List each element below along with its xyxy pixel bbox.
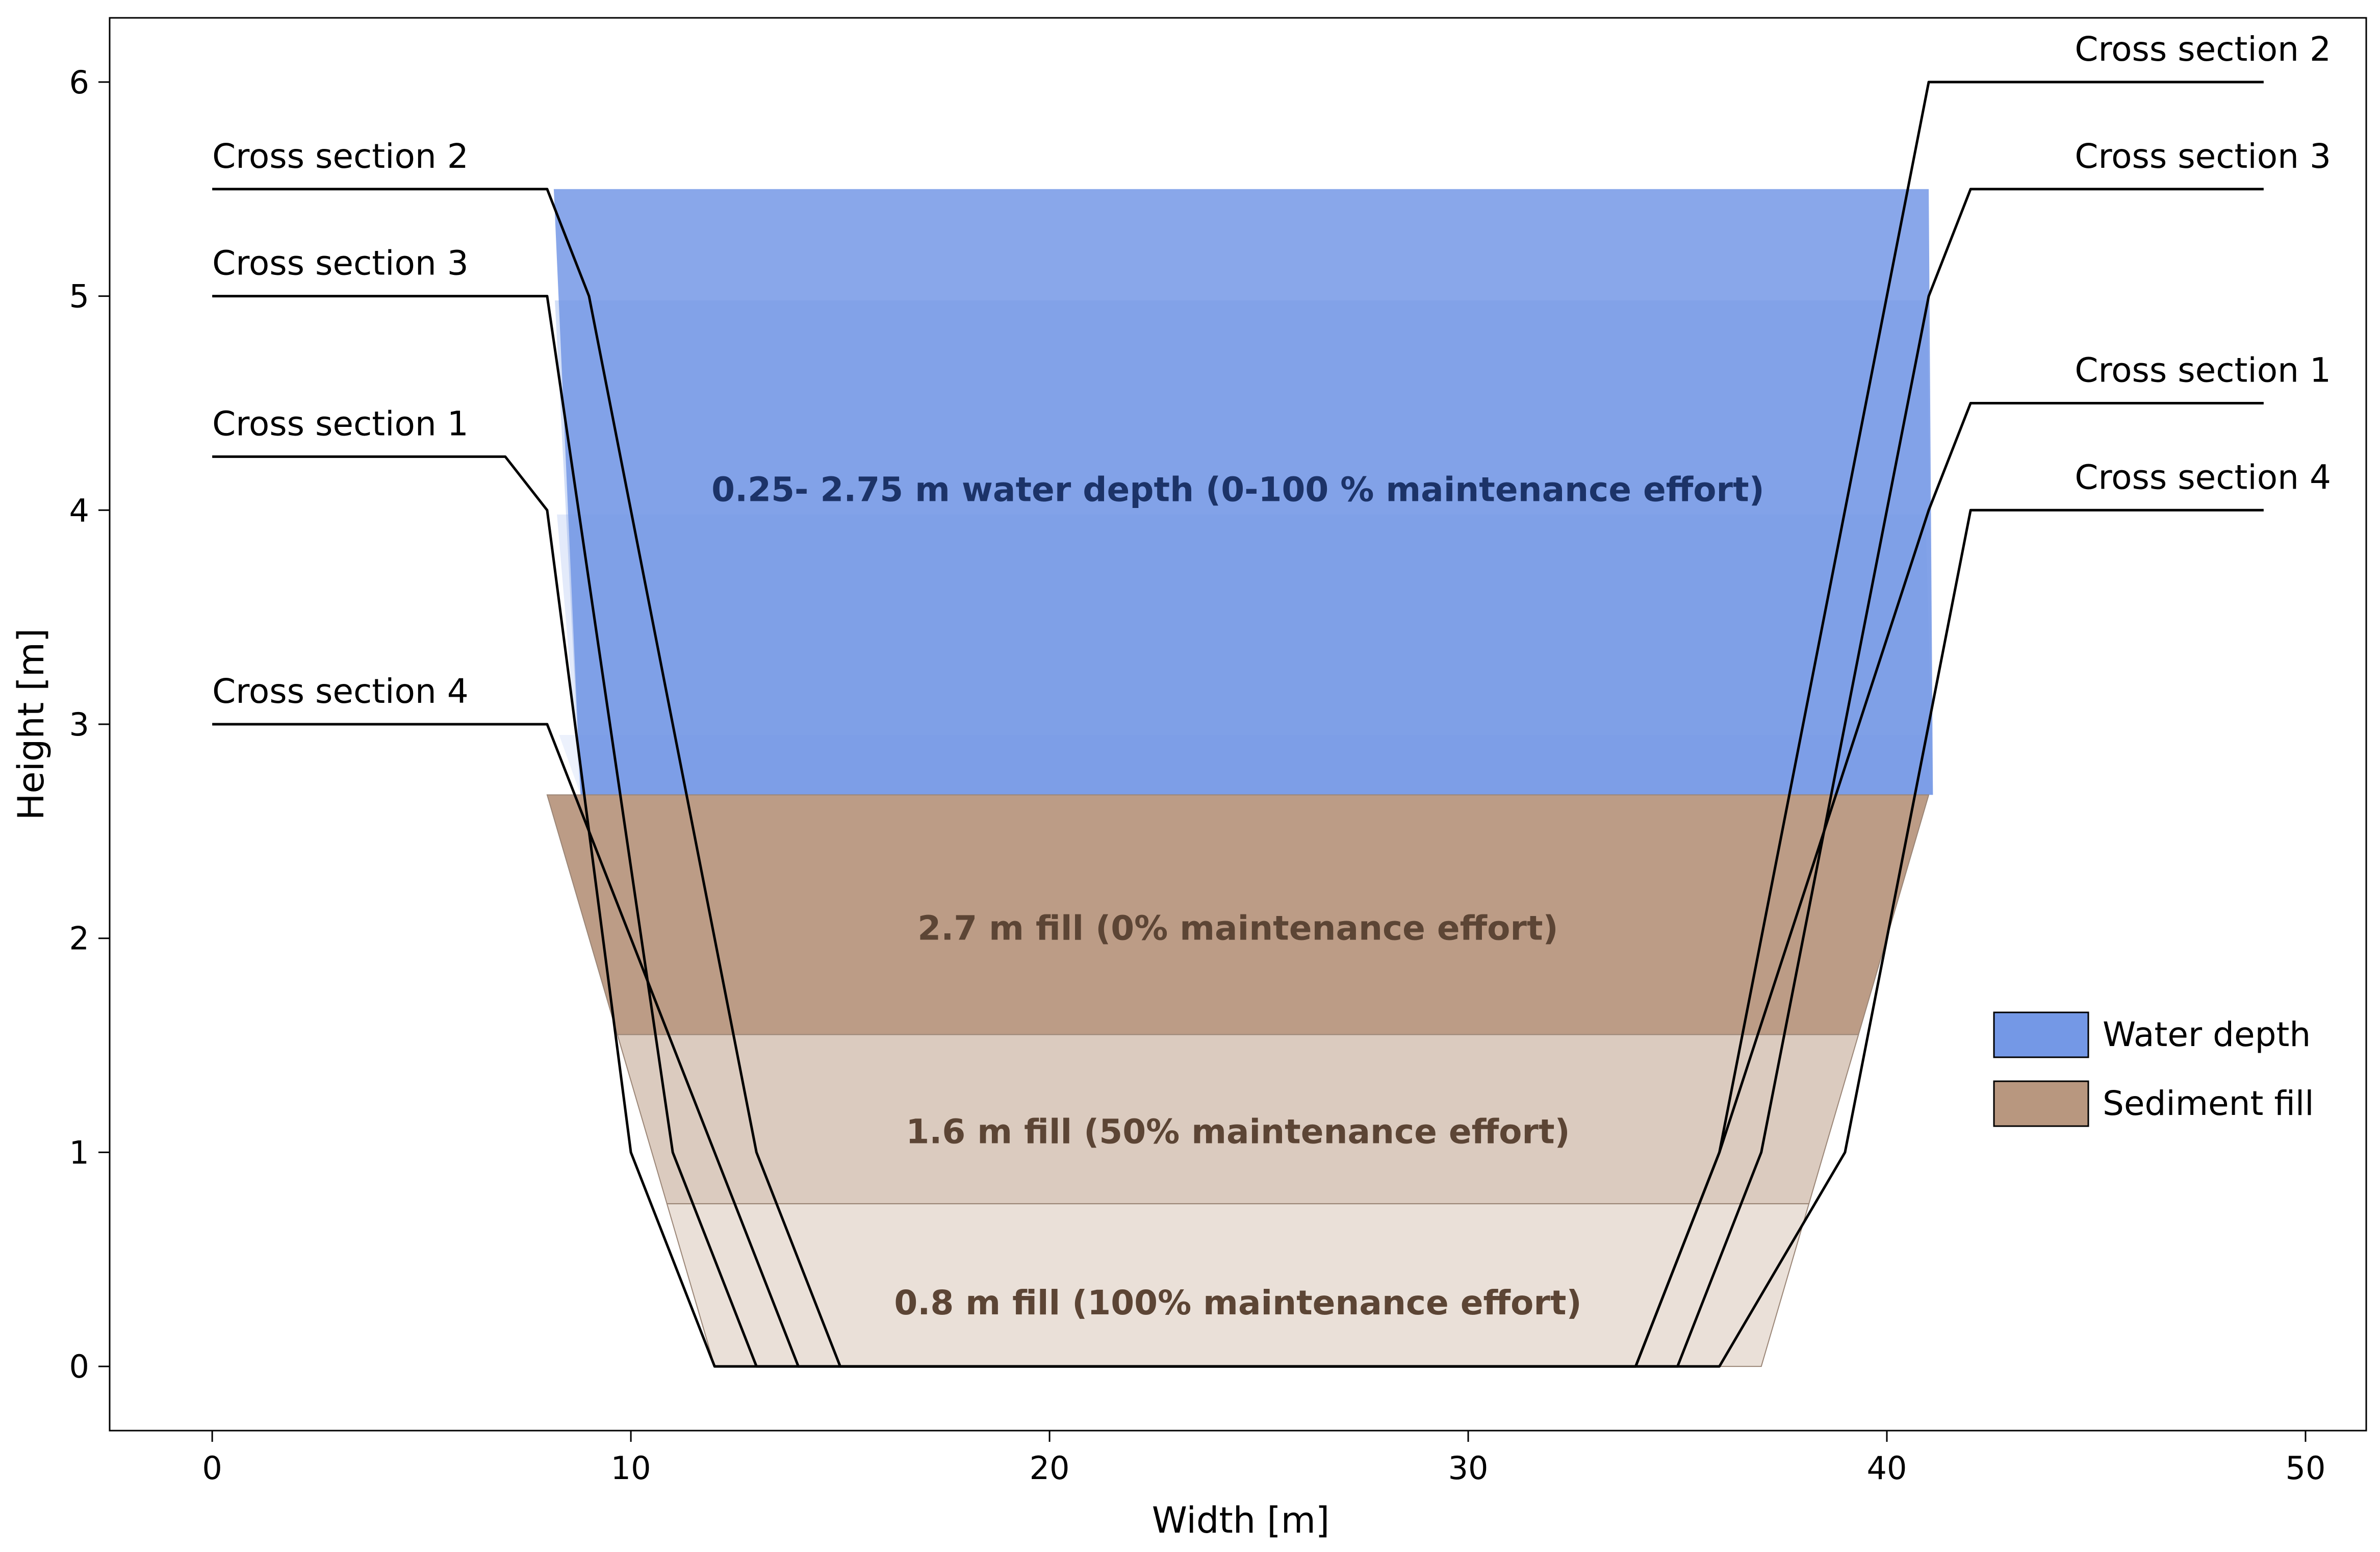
annotation-text: 1.6 m fill (50% maintenance effort) [906, 1112, 1570, 1151]
cross-section-label: Cross section 3 [212, 244, 469, 283]
cross-section-label: Cross section 1 [2075, 350, 2331, 390]
cross-section-label: Cross section 3 [2075, 137, 2331, 176]
x-tick-label: 50 [2286, 1449, 2326, 1487]
cross-section-label: Cross section 4 [2075, 457, 2331, 497]
legend-label: Water depth [2103, 1015, 2311, 1054]
x-tick-label: 0 [202, 1449, 222, 1487]
cross-section-label: Cross section 1 [212, 404, 469, 443]
x-tick-label: 40 [1867, 1449, 1907, 1487]
y-tick-label: 2 [69, 920, 89, 957]
legend: Water depth Sediment fill [1993, 1011, 2314, 1127]
x-tick-label: 30 [1448, 1449, 1489, 1487]
y-tick-label: 6 [69, 64, 89, 101]
annotation-text: 0.8 m fill (100% maintenance effort) [894, 1283, 1581, 1322]
water-band [553, 189, 1933, 795]
legend-swatch [1993, 1080, 2089, 1127]
y-axis-label: Height [m] [10, 628, 52, 820]
cross-section-labels: Cross section 2 Cross section 3 Cross sect… [212, 30, 2331, 711]
y-tick-label: 0 [69, 1348, 89, 1385]
y-tick-label: 3 [69, 706, 89, 743]
y-tick-label: 1 [69, 1134, 89, 1171]
fill-band [666, 1203, 1810, 1367]
x-tick-label: 20 [1030, 1449, 1070, 1487]
legend-label: Sediment fill [2103, 1084, 2314, 1123]
annotations: 0.25- 2.75 m water depth (0-100 % mainte… [711, 470, 1764, 1322]
legend-swatch [1993, 1011, 2089, 1058]
cross-section-label: Cross section 2 [212, 137, 469, 176]
annotation-text: 2.7 m fill (0% maintenance effort) [917, 909, 1558, 948]
x-axis-label: Width [m] [1152, 1499, 1329, 1541]
fill-bands [546, 189, 1933, 1367]
x-tick-label: 10 [611, 1449, 651, 1487]
water-band [559, 734, 1933, 795]
cross-section-line [212, 508, 2264, 1368]
annotation-text: 0.25- 2.75 m water depth (0-100 % mainte… [711, 470, 1764, 509]
water-band [557, 514, 1933, 795]
cross-section-label: Cross section 4 [212, 672, 469, 711]
cross-section-lines [212, 81, 2264, 1368]
axis-ticks: 0 10 20 30 40 50 0 1 2 3 4 5 6 [69, 64, 2326, 1487]
y-tick-label: 4 [69, 492, 89, 529]
water-band [555, 300, 1933, 795]
y-tick-label: 5 [69, 278, 89, 315]
cross-section-label: Cross section 2 [2075, 30, 2331, 69]
